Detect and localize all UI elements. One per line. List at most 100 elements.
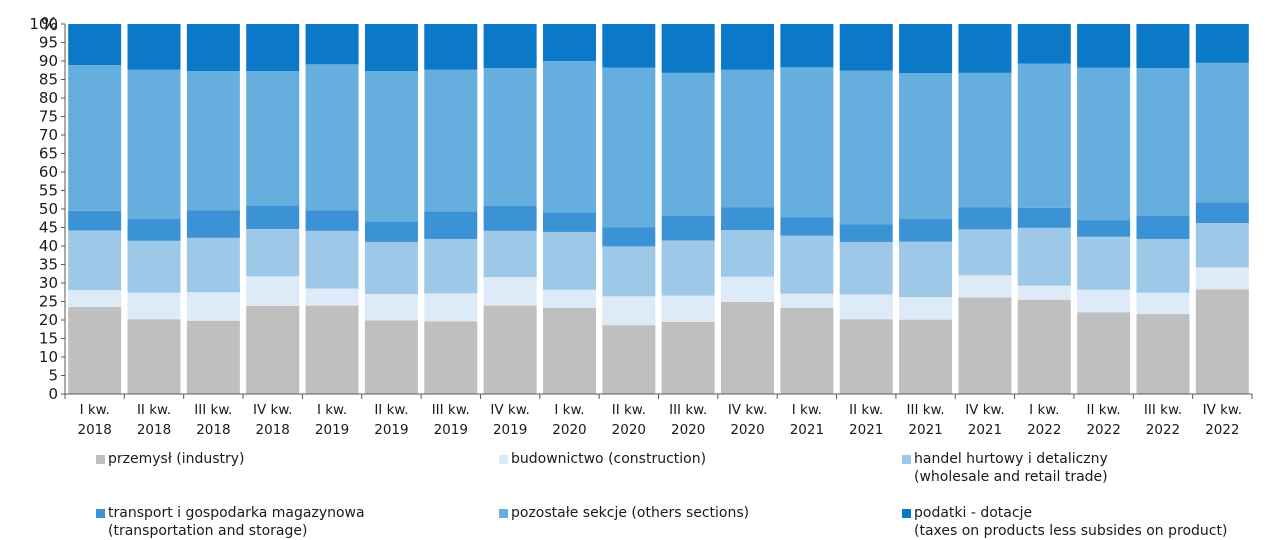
bar-segment	[602, 24, 656, 68]
bar-segment	[186, 320, 240, 394]
y-tick-label: 35	[39, 256, 58, 274]
bar-segment	[68, 307, 122, 394]
x-tick-label: III kw. 2020	[669, 402, 707, 438]
bar-stack	[483, 24, 537, 394]
bar-stack	[958, 24, 1012, 394]
legend-item: budownictwo (construction)	[499, 450, 706, 468]
bar-segment	[186, 210, 240, 238]
bar-segment	[1195, 202, 1249, 224]
legend-item: przemysł (industry)	[96, 450, 245, 468]
x-tick-label: IV kw. 2019	[490, 402, 529, 438]
x-tick-label: IV kw. 2021	[965, 402, 1004, 438]
bar-segment	[661, 295, 715, 322]
x-tick-label-line: I kw.	[792, 402, 822, 418]
bar-segment	[780, 235, 834, 294]
bar-segment	[364, 221, 418, 242]
bar-stack	[602, 24, 656, 394]
bar-segment	[780, 307, 834, 394]
x-tick-label-line: I kw.	[554, 402, 584, 418]
bar-segment	[899, 319, 953, 394]
x-tick-label: III kw. 2021	[906, 402, 944, 438]
x-tick-label-line: 2020	[730, 422, 764, 438]
legend-label: handel hurtowy i detaliczny (wholesale an…	[914, 451, 1108, 485]
bar-segment	[602, 325, 656, 394]
bar-stack	[542, 24, 596, 394]
bar-segment	[602, 246, 656, 297]
y-axis: 0510152025303540455055606570758085909510…	[29, 14, 66, 403]
bar-segment	[305, 24, 359, 65]
x-tick-label-line: 2019	[493, 422, 527, 438]
bar-segment	[364, 70, 418, 222]
bar-segment	[1017, 227, 1071, 286]
bar-segment	[127, 24, 181, 70]
bar-stack	[1077, 24, 1131, 394]
bar-segment	[424, 69, 478, 212]
y-tick-label: 80	[39, 89, 58, 107]
bar-segment	[721, 24, 775, 70]
x-tick-label: II kw. 2021	[849, 402, 883, 438]
legend-label: podatki - dotacje (taxes on products less…	[914, 505, 1228, 539]
y-tick-label: 20	[39, 311, 58, 329]
x-tick-label: I kw. 2018	[77, 402, 111, 438]
bar-segment	[68, 290, 122, 308]
bar-segment	[661, 216, 715, 241]
x-tick-label: III kw. 2018	[194, 402, 232, 438]
x-tick-label-line: IV kw.	[253, 402, 292, 418]
bar-segment	[68, 24, 122, 66]
x-tick-label-line: 2022	[1146, 422, 1180, 438]
bar-segment	[483, 230, 537, 278]
bar-stack	[305, 24, 359, 394]
bar-segment	[661, 240, 715, 296]
x-tick-label: IV kw. 2022	[1203, 402, 1242, 438]
bar-stack	[661, 24, 715, 394]
legend-item: pozostałe sekcje (others sections)	[499, 504, 750, 522]
x-tick-label: I kw. 2019	[315, 402, 349, 438]
bar-segment	[958, 207, 1012, 230]
bar-segment	[780, 24, 834, 68]
bar-segment	[1077, 312, 1131, 394]
bar-stack	[1017, 24, 1071, 394]
bar-segment	[246, 228, 300, 277]
bar-segment	[305, 210, 359, 231]
legend-label: transport i gospodarka magazynowa (transp…	[108, 505, 365, 539]
bar-segment	[127, 292, 181, 320]
bar-segment	[661, 72, 715, 217]
y-axis-unit: %	[41, 14, 58, 35]
bar-segment	[1136, 314, 1190, 394]
x-tick-label-line: II kw.	[612, 402, 646, 418]
bar-segment	[424, 238, 478, 294]
bar-segment	[721, 207, 775, 231]
bar-segment	[839, 24, 893, 71]
legend-label: pozostałe sekcje (others sections)	[511, 505, 750, 521]
bar-segment	[542, 289, 596, 308]
bar-segment	[305, 230, 359, 289]
bar-segment	[958, 24, 1012, 73]
x-tick-label: I kw. 2022	[1027, 402, 1061, 438]
bar-segment	[839, 224, 893, 242]
x-tick-label-line: III kw.	[432, 402, 470, 418]
bar-segment	[899, 297, 953, 320]
bar-stack	[246, 24, 300, 394]
bar-segment	[186, 70, 240, 211]
bar-segment	[721, 69, 775, 208]
y-tick-label: 90	[39, 52, 58, 70]
y-tick-label: 70	[39, 126, 58, 144]
stacked-bar-chart: 0510152025303540455055606570758085909510…	[29, 14, 1253, 438]
legend-swatch	[499, 455, 508, 464]
legend-swatch	[902, 509, 911, 518]
x-tick-label-line: 2020	[671, 422, 705, 438]
bar-segment	[839, 319, 893, 394]
bar-segment	[1136, 68, 1190, 216]
y-tick-label: 60	[39, 163, 58, 181]
y-tick-label: 75	[39, 108, 58, 126]
x-tick-label: I kw. 2021	[790, 402, 824, 438]
x-tick-label: IV kw. 2018	[253, 402, 292, 438]
bar-segment	[483, 206, 537, 231]
bar-segment	[1017, 207, 1071, 228]
bar-segment	[542, 61, 596, 213]
y-tick-label: 65	[39, 145, 58, 163]
bar-segment	[127, 240, 181, 293]
bar-segment	[127, 319, 181, 394]
x-axis: I kw. 2018 II kw. 2018 III kw. 2018 IV kw. 2018…	[64, 393, 1253, 438]
legend-item: transport i gospodarka magazynowa (transp…	[96, 504, 365, 540]
